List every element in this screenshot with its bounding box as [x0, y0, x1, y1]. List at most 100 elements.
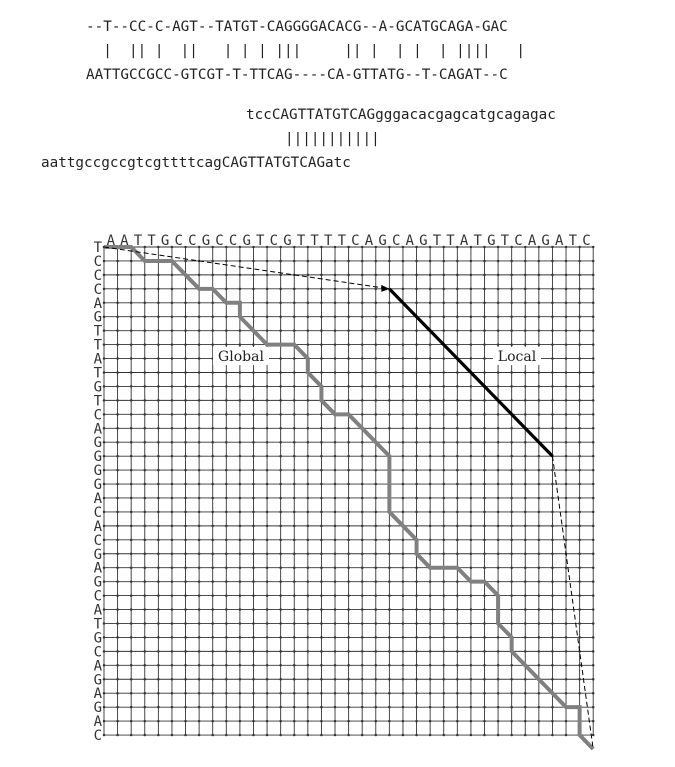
grid-node: [537, 580, 541, 583]
grid-node: [347, 678, 350, 681]
grid-node: [401, 608, 405, 611]
grid-node: [102, 301, 106, 305]
row-label: A: [94, 658, 103, 674]
grid-node: [129, 510, 133, 514]
grid-node: [469, 636, 473, 639]
grid-node: [578, 259, 581, 263]
grid-node: [333, 650, 337, 653]
grid-node: [333, 496, 337, 500]
grid-node: [238, 594, 242, 597]
grid-node: [116, 357, 119, 360]
grid-node: [564, 580, 568, 583]
grid-node: [102, 622, 106, 625]
grid-node: [347, 594, 350, 597]
grid-node: [537, 733, 541, 737]
grid-node: [347, 705, 350, 709]
grid-node: [551, 287, 554, 291]
grid-node: [347, 357, 350, 360]
grid-node: [591, 315, 595, 318]
grid-node: [197, 733, 201, 737]
grid-node: [211, 413, 214, 416]
grid-node: [225, 287, 228, 291]
grid-node: [401, 650, 405, 653]
grid-node: [388, 650, 391, 653]
grid-node: [483, 650, 486, 653]
grid-node: [564, 594, 568, 597]
grid-node: [211, 496, 214, 500]
grid-node: [279, 510, 282, 514]
grid-node: [496, 552, 500, 556]
grid-node: [537, 413, 541, 416]
grid-node: [252, 273, 255, 277]
grid-node: [537, 427, 541, 430]
grid-node: [306, 245, 310, 249]
grid-node: [591, 636, 595, 639]
grid-node: [292, 650, 296, 653]
grid-node: [537, 510, 541, 514]
row-label: A: [94, 491, 103, 507]
grid-node: [252, 538, 255, 542]
grid-node: [238, 650, 242, 653]
grid-node: [564, 427, 568, 430]
grid-node: [306, 287, 310, 291]
grid-node: [197, 343, 201, 346]
grid-node: [129, 705, 133, 709]
grid-node: [265, 691, 269, 695]
grid-node: [184, 566, 187, 569]
grid-node: [252, 691, 255, 695]
grid-node: [374, 496, 378, 500]
column-label: A: [107, 233, 116, 249]
grid-node: [347, 733, 350, 737]
grid-node: [442, 510, 445, 514]
grid-node: [157, 413, 160, 416]
grid-node: [170, 594, 174, 597]
grid-node: [360, 273, 364, 277]
grid-node: [333, 343, 337, 346]
column-label: T: [569, 233, 578, 249]
grid-node: [306, 733, 310, 737]
grid-node: [265, 636, 269, 639]
grid-node: [591, 329, 595, 332]
grid-node: [537, 496, 541, 500]
grid-node: [184, 580, 187, 583]
grid-node: [388, 371, 391, 374]
grid-node: [415, 273, 418, 277]
grid-node: [225, 399, 228, 402]
grid-node: [537, 259, 541, 263]
grid-node: [483, 719, 486, 723]
grid-node: [143, 413, 147, 416]
grid-node: [469, 440, 473, 444]
grid-node: [483, 454, 486, 458]
grid-node: [184, 678, 187, 681]
grid-node: [170, 329, 174, 332]
grid-node: [279, 678, 282, 681]
grid-node: [320, 413, 323, 416]
grid-node: [564, 636, 568, 639]
grid-node: [388, 343, 391, 346]
grid-node: [524, 650, 527, 653]
grid-node: [292, 594, 296, 597]
grid-node: [225, 594, 228, 597]
grid-node: [442, 454, 445, 458]
grid-node: [279, 287, 282, 291]
grid-node: [374, 636, 378, 639]
grid-node: [496, 287, 500, 291]
grid-node: [197, 315, 201, 318]
grid-node: [456, 454, 459, 458]
grid-node: [225, 259, 228, 263]
grid-node: [428, 301, 432, 305]
grid-node: [524, 413, 527, 416]
grid-node: [374, 399, 378, 402]
column-label: G: [541, 233, 549, 249]
grid-node: [157, 427, 160, 430]
grid-node: [211, 468, 214, 472]
grid-node: [456, 552, 459, 556]
grid-node: [388, 580, 391, 583]
row-label: G: [94, 449, 102, 465]
grid-node: [524, 343, 527, 346]
column-label: C: [514, 233, 522, 249]
grid-node: [401, 538, 405, 542]
grid-node: [360, 385, 364, 388]
grid-node: [197, 580, 201, 583]
column-label: C: [215, 233, 223, 249]
